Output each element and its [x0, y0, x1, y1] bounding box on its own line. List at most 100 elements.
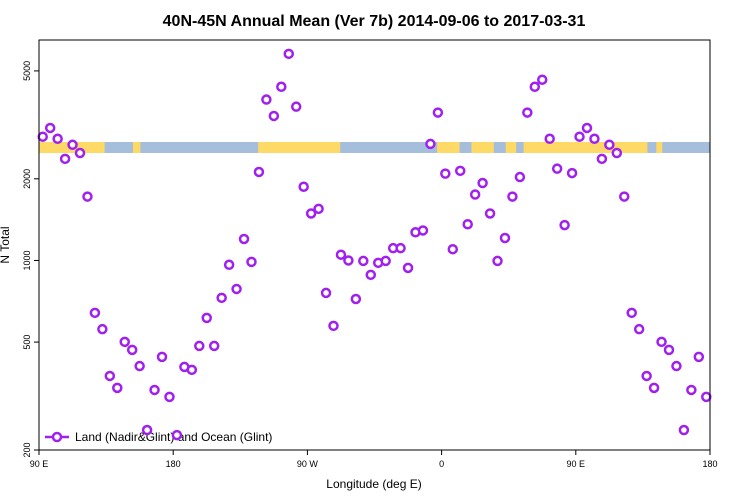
point [514, 171, 526, 183]
point [656, 336, 667, 348]
point [402, 262, 414, 274]
point [581, 122, 593, 134]
point [276, 81, 287, 93]
land-strip [132, 142, 141, 153]
point [231, 283, 242, 295]
point [119, 336, 130, 348]
point [499, 232, 511, 244]
x-tick-label: 0 [439, 459, 444, 469]
point [604, 139, 615, 151]
point [686, 384, 697, 396]
point [432, 107, 444, 118]
point [141, 424, 153, 436]
land-strip [437, 142, 460, 153]
point [537, 74, 548, 85]
point [663, 344, 675, 356]
point [268, 110, 280, 122]
point [395, 242, 406, 254]
point [380, 255, 391, 267]
point [551, 163, 563, 174]
point [186, 364, 198, 376]
point [97, 323, 108, 335]
point [156, 351, 168, 363]
point [529, 81, 541, 93]
point [626, 307, 637, 319]
point [201, 312, 212, 324]
axes: 90 E 180 90 W 0 90 E 180200500100020005000Lan… [22, 61, 718, 469]
ocean-strip [39, 142, 710, 153]
point [619, 191, 630, 202]
point [469, 189, 481, 200]
point [633, 323, 645, 335]
point [328, 320, 339, 332]
point [52, 133, 63, 145]
point [358, 255, 369, 267]
land-strip [471, 142, 494, 153]
point [149, 384, 160, 396]
point [305, 208, 317, 219]
y-tick-label: 1000 [22, 250, 32, 270]
point [223, 259, 235, 271]
point [89, 307, 101, 319]
x-tick-label: 90 E [567, 459, 586, 469]
point [261, 94, 272, 105]
x-tick-label: 180 [166, 459, 181, 469]
point [611, 147, 623, 159]
point [112, 382, 123, 394]
points [37, 48, 712, 441]
point [701, 391, 712, 403]
point [126, 344, 138, 356]
x-axis-label: Longitude (deg E) [326, 477, 421, 491]
y-tick-label: 5000 [22, 61, 32, 81]
plot-frame [38, 39, 711, 451]
point [74, 147, 86, 159]
point [253, 166, 265, 178]
point [290, 101, 302, 112]
point [350, 293, 362, 305]
point [484, 208, 496, 219]
land-strip [258, 142, 341, 153]
point [313, 203, 324, 215]
point [440, 168, 451, 179]
point [425, 138, 436, 150]
x-tick-label: 90 E [30, 459, 49, 469]
point [462, 218, 473, 230]
point [246, 256, 257, 268]
x-tick-label: 90 W [297, 459, 319, 469]
point [343, 255, 354, 266]
point [417, 225, 429, 236]
y-tick-label: 2000 [22, 169, 32, 189]
point [365, 269, 377, 281]
point [238, 233, 250, 245]
point [454, 165, 466, 177]
point [320, 287, 332, 299]
point [507, 191, 518, 202]
y-axis-label: N Total [0, 226, 12, 263]
point [648, 382, 660, 394]
point [104, 370, 116, 382]
y-tick-label: 500 [22, 335, 32, 350]
point [492, 255, 503, 267]
point [171, 429, 183, 441]
y-tick-label: 200 [22, 442, 32, 457]
point [447, 243, 459, 255]
point [67, 139, 78, 151]
point [59, 153, 71, 165]
legend-marker [51, 431, 63, 443]
point [283, 48, 295, 60]
point [298, 181, 309, 192]
point [693, 351, 705, 363]
point [164, 391, 175, 403]
point [216, 292, 227, 304]
point [82, 191, 93, 202]
point [194, 340, 205, 352]
point [134, 360, 145, 372]
point [574, 131, 585, 142]
point [44, 122, 56, 134]
point [522, 107, 533, 118]
land-strip [656, 142, 663, 153]
point [671, 360, 682, 372]
point [559, 219, 570, 231]
point [589, 133, 600, 145]
point [335, 249, 347, 260]
